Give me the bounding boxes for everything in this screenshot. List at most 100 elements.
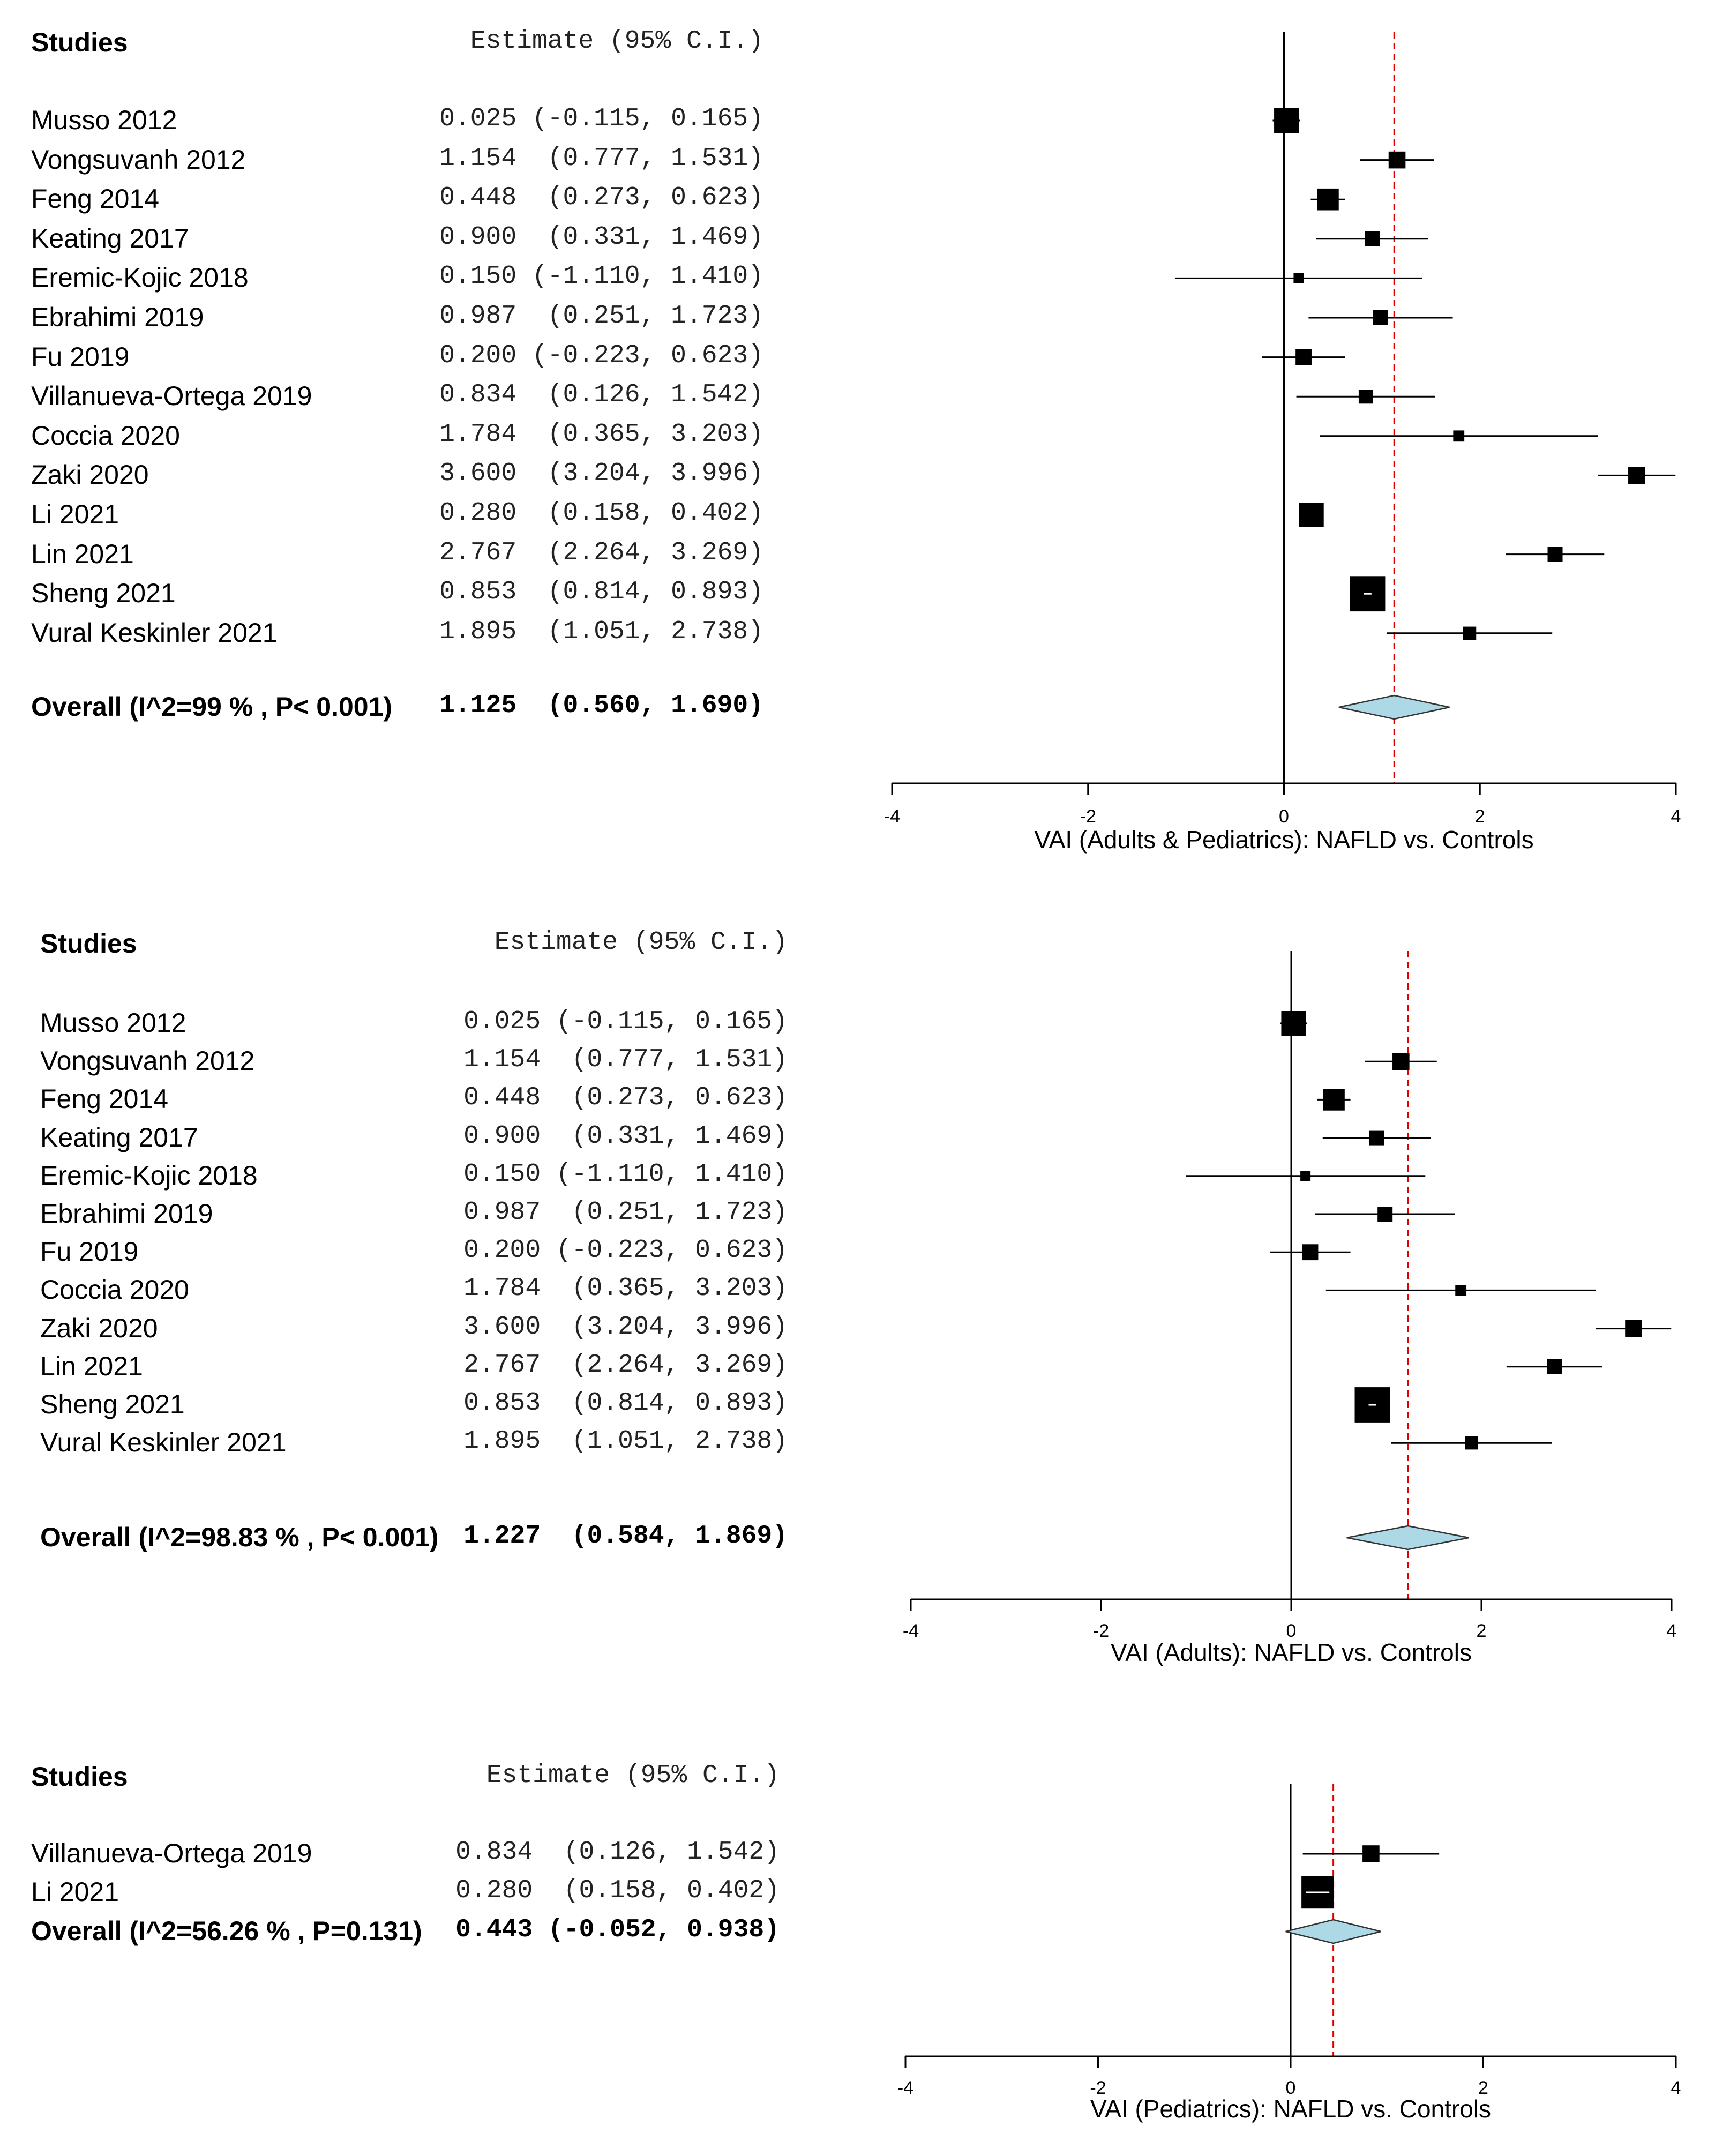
study-point xyxy=(1293,273,1304,283)
study-point xyxy=(1281,1011,1306,1036)
overall-label: Overall (I^2=56.26 % , P=0.131) xyxy=(31,1916,422,1946)
studies-header: Studies xyxy=(31,1762,128,1792)
study-estimate: 0.987 (0.251, 1.723) xyxy=(463,1198,788,1227)
x-tick-label: -2 xyxy=(1080,806,1096,827)
x-axis-label: VAI (Adults & Pediatrics): NAFLD vs. Con… xyxy=(1034,826,1533,854)
study-point xyxy=(1377,1207,1393,1222)
study-point xyxy=(1362,1845,1380,1862)
study-point xyxy=(1295,349,1312,365)
study-point xyxy=(1463,626,1477,640)
study-estimate: 0.150 (-1.110, 1.410) xyxy=(463,1159,788,1189)
study-estimate: 0.834 (0.126, 1.542) xyxy=(439,380,763,410)
overall-diamond xyxy=(1338,694,1450,720)
study-name: Zaki 2020 xyxy=(31,460,149,490)
study-point xyxy=(1465,1436,1478,1450)
study-point xyxy=(1625,1320,1642,1337)
x-tick-label: 0 xyxy=(1286,1621,1297,1641)
x-tick-label: 4 xyxy=(1671,2078,1681,2098)
overall-estimate: 0.443 (-0.052, 0.938) xyxy=(455,1915,780,1944)
study-point xyxy=(1317,188,1339,211)
study-point xyxy=(1392,1053,1410,1070)
study-estimate: 0.448 (0.273, 0.623) xyxy=(439,183,763,213)
forest-plot-area: -4 -2 0 2 4 VAI (Pediatrics): NAFLD vs. Contr… xyxy=(897,1784,1681,2123)
forest-panel-1: Studies Estimate (95% C.I.) Musso 2012 0.02… xyxy=(0,0,1715,873)
x-tick-label: -4 xyxy=(884,806,900,827)
study-name: Keating 2017 xyxy=(31,223,189,253)
study-estimate: 0.834 (0.126, 1.542) xyxy=(455,1838,780,1867)
study-point xyxy=(1453,430,1465,442)
x-tick-label: 2 xyxy=(1478,2078,1488,2098)
study-name: Sheng 2021 xyxy=(31,578,176,609)
overall-estimate: 1.125 (0.560, 1.690) xyxy=(439,691,763,720)
study-name: Coccia 2020 xyxy=(31,420,180,451)
forest-plot-area: -4 -2 0 2 4 VAI (Adults): NAFLD vs. Controls xyxy=(903,951,1676,1666)
study-point xyxy=(1373,310,1388,325)
study-name: Villanueva-Ortega 2019 xyxy=(31,1838,312,1868)
study-name: Li 2021 xyxy=(31,499,119,529)
study-estimate: 1.895 (1.051, 2.738) xyxy=(439,617,763,646)
study-name: Li 2021 xyxy=(31,1877,119,1907)
study-name: Ebrahimi 2019 xyxy=(31,302,204,332)
study-estimate: 1.784 (0.365, 3.203) xyxy=(439,420,763,449)
study-point xyxy=(1302,1244,1319,1261)
study-estimate: 0.853 (0.814, 0.893) xyxy=(439,578,763,607)
studies-header: Studies xyxy=(31,27,128,57)
forest-plot-area: -4 -2 0 2 4 VAI (Adults & Pediatrics): NAFLD … xyxy=(884,32,1681,854)
study-point xyxy=(1388,151,1406,169)
forest-panel-3: Studies Estimate (95% C.I.) Villanueva-Ort… xyxy=(0,1747,1715,2156)
study-point xyxy=(1365,231,1380,246)
study-estimate: 0.987 (0.251, 1.723) xyxy=(439,302,763,331)
study-estimate: 0.853 (0.814, 0.893) xyxy=(463,1389,788,1418)
study-point xyxy=(1299,503,1324,527)
study-name: Musso 2012 xyxy=(40,1008,186,1038)
overall-label: Overall (I^2=99 % , P< 0.001) xyxy=(31,692,393,722)
study-name: Zaki 2020 xyxy=(40,1313,158,1343)
study-name: Musso 2012 xyxy=(31,105,177,135)
study-estimate: 0.200 (-0.223, 0.623) xyxy=(463,1236,788,1266)
forest-panel-2: Studies Estimate (95% C.I.) Musso 2012 0.02… xyxy=(0,911,1715,1688)
x-tick-label: -4 xyxy=(903,1621,919,1641)
x-tick-label: 2 xyxy=(1475,806,1485,827)
x-tick-label: -4 xyxy=(897,2078,913,2098)
study-name: Vongsuvanh 2012 xyxy=(31,144,246,175)
study-estimate: 3.600 (3.204, 3.996) xyxy=(463,1312,788,1342)
study-point xyxy=(1628,467,1645,484)
study-point xyxy=(1547,547,1563,562)
study-point xyxy=(1358,390,1373,404)
study-name: Vural Keskinler 2021 xyxy=(40,1427,287,1458)
study-name: Villanueva-Ortega 2019 xyxy=(31,381,312,411)
estimate-header: Estimate (95% C.I.) xyxy=(470,27,763,56)
x-tick-label: 0 xyxy=(1286,2078,1296,2098)
study-name: Vongsuvanh 2012 xyxy=(40,1046,255,1076)
study-name: Fu 2019 xyxy=(40,1237,139,1267)
study-estimate: 0.150 (-1.110, 1.410) xyxy=(439,262,763,291)
study-estimate: 0.280 (0.158, 0.402) xyxy=(439,499,763,528)
study-point xyxy=(1455,1285,1467,1296)
x-tick-label: 2 xyxy=(1477,1621,1487,1641)
overall-diamond xyxy=(1346,1525,1469,1551)
overall-label: Overall (I^2=98.83 % , P< 0.001) xyxy=(40,1522,439,1552)
x-tick-label: 4 xyxy=(1671,806,1681,827)
study-estimate: 0.900 (0.331, 1.469) xyxy=(439,222,763,252)
study-name: Lin 2021 xyxy=(31,538,134,569)
x-tick-label: -2 xyxy=(1093,1621,1109,1641)
studies-header: Studies xyxy=(40,929,137,959)
study-estimate: 1.895 (1.051, 2.738) xyxy=(463,1427,788,1456)
study-estimate: 0.280 (0.158, 0.402) xyxy=(455,1876,780,1905)
estimate-header: Estimate (95% C.I.) xyxy=(494,928,788,957)
study-name: Eremic-Kojic 2018 xyxy=(40,1160,258,1191)
study-name: Coccia 2020 xyxy=(40,1275,189,1305)
study-name: Feng 2014 xyxy=(31,184,160,214)
study-name: Lin 2021 xyxy=(40,1351,143,1381)
study-name: Keating 2017 xyxy=(40,1122,198,1152)
study-estimate: 0.025 (-0.115, 0.165) xyxy=(463,1007,788,1036)
study-point xyxy=(1369,1130,1384,1146)
x-tick-label: -2 xyxy=(1090,2078,1106,2098)
study-estimate: 0.900 (0.331, 1.469) xyxy=(463,1121,788,1151)
overall-diamond xyxy=(1285,1919,1381,1944)
overall-estimate: 1.227 (0.584, 1.869) xyxy=(463,1522,788,1551)
study-estimate: 1.784 (0.365, 3.203) xyxy=(463,1274,788,1304)
x-tick-label: 0 xyxy=(1279,806,1289,827)
study-estimate: 0.025 (-0.115, 0.165) xyxy=(439,104,763,133)
study-name: Ebrahimi 2019 xyxy=(40,1199,213,1229)
